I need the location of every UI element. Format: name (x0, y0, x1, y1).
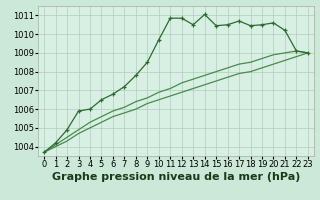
X-axis label: Graphe pression niveau de la mer (hPa): Graphe pression niveau de la mer (hPa) (52, 172, 300, 182)
